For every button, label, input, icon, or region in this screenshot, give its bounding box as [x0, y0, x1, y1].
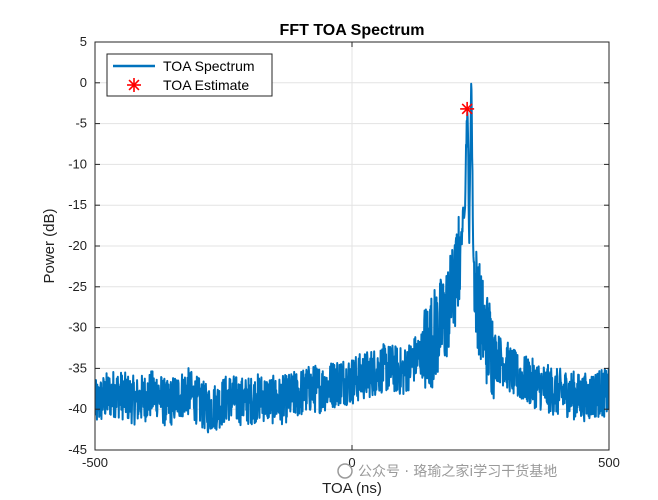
ticks: 5 0 -5 -10 -15 -20 -25 -30 -35 -40 -45-500 0 500: [68, 34, 620, 470]
legend-star-glyph: [127, 78, 141, 92]
y-tick-label: 0: [80, 75, 87, 90]
legend-marker-toa-estimate: [127, 78, 141, 92]
y-tick-label: -20: [68, 238, 87, 253]
data-layer: [95, 82, 609, 434]
x-axis-label: TOA (ns): [322, 480, 382, 497]
chart-title: FFT TOA Spectrum: [280, 22, 425, 39]
x-tick-label: 0: [348, 455, 355, 470]
y-tick-label: 5: [80, 34, 87, 49]
toa-estimate-marker: [460, 101, 475, 116]
y-tick-label: -45: [68, 442, 87, 457]
legend: TOA Spectrum TOA Estimate: [106, 53, 273, 97]
y-tick-label: -5: [75, 116, 87, 131]
legend-label-toa-estimate: TOA Estimate: [163, 77, 249, 93]
watermark: 公众号 · 珞瑜之家i学习干货基地: [337, 463, 557, 480]
y-tick-label: -15: [68, 197, 87, 212]
y-tick-label: -40: [68, 401, 87, 416]
wechat-icon: [337, 463, 353, 479]
x-tick-label: -500: [82, 455, 108, 470]
y-tick-label: -25: [68, 279, 87, 294]
watermark-text: 公众号 · 珞瑜之家i学习干货基地: [358, 463, 557, 480]
marker-layer: [460, 101, 475, 116]
y-axis-label: Power (dB): [41, 208, 58, 283]
legend-label-toa-spectrum: TOA Spectrum: [163, 58, 255, 74]
y-tick-label: -30: [68, 320, 87, 335]
series-line-toa-spectrum: [95, 82, 609, 434]
x-tick-label: 500: [598, 455, 620, 470]
y-tick-label: -35: [68, 360, 87, 375]
y-tick-label: -10: [68, 156, 87, 171]
